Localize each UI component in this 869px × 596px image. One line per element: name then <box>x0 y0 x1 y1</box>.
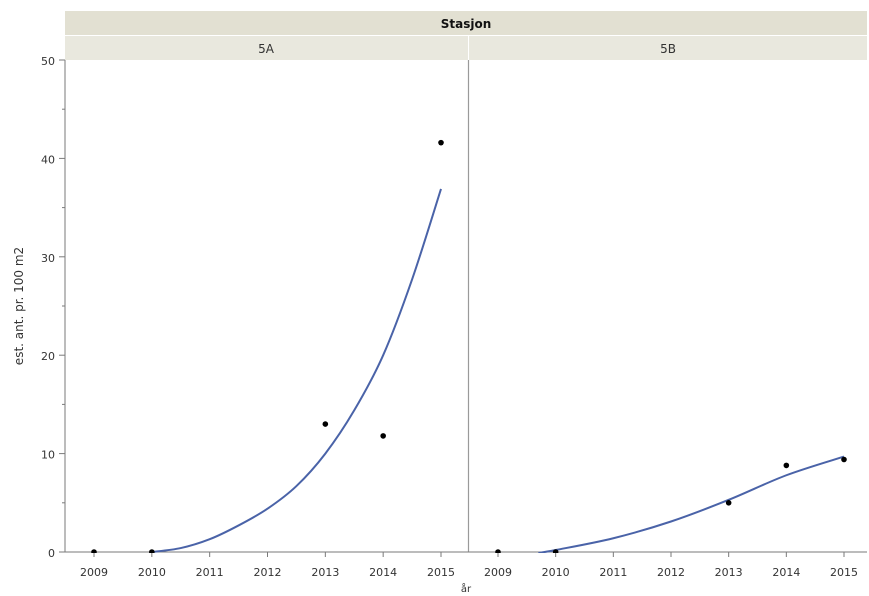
x-axis-title: år <box>461 582 472 595</box>
panel-title-5b: 5B <box>660 42 676 56</box>
data-point <box>552 549 559 553</box>
y-tick-label: 20 <box>41 350 55 363</box>
x-tick-label: 2009 <box>80 566 108 579</box>
x-tick-label: 2015 <box>830 566 858 579</box>
data-point <box>322 421 329 427</box>
data-point <box>725 500 732 506</box>
plot-area <box>91 139 847 553</box>
y-tick-label: 50 <box>41 55 55 68</box>
y-axis: 0 10 20 30 40 50 <box>41 55 65 560</box>
x-tick-label: 2010 <box>138 566 166 579</box>
y-tick-label: 10 <box>41 449 55 462</box>
y-tick-label: 30 <box>41 252 55 265</box>
panel-5a <box>91 139 444 553</box>
y-axis-title: est. ant. pr. 100 m2 <box>12 247 26 365</box>
x-axis: 2009 2010 2011 2012 2013 2014 2015 2009 2010 2011… <box>80 552 858 579</box>
group-strip <box>65 11 867 35</box>
x-tick-label: 2014 <box>369 566 397 579</box>
panel-strip-5b <box>469 36 867 60</box>
x-tick-label: 2011 <box>196 566 224 579</box>
x-tick-label: 2015 <box>427 566 455 579</box>
x-tick-label: 2009 <box>484 566 512 579</box>
x-tick-label: 2014 <box>772 566 800 579</box>
panel-5b <box>495 455 847 553</box>
data-point <box>91 549 97 553</box>
data-point <box>783 462 790 469</box>
y-tick-label: 0 <box>48 547 55 560</box>
data-point <box>438 139 444 146</box>
fit-line-5b <box>538 455 845 553</box>
data-point <box>495 549 501 553</box>
y-tick-label: 40 <box>41 153 55 166</box>
data-point <box>380 433 386 439</box>
x-tick-label: 2012 <box>254 566 282 579</box>
x-tick-label: 2012 <box>657 566 685 579</box>
panel-strip-5a <box>65 36 468 60</box>
x-tick-label: 2011 <box>599 566 627 579</box>
x-tick-label: 2013 <box>311 566 339 579</box>
data-point <box>841 456 847 463</box>
x-tick-label: 2013 <box>715 566 743 579</box>
data-point <box>149 549 155 553</box>
group-title: Stasjon <box>441 17 492 31</box>
fit-line-5a <box>151 188 442 553</box>
x-tick-label: 2010 <box>542 566 570 579</box>
panel-title-5a: 5A <box>258 42 275 56</box>
